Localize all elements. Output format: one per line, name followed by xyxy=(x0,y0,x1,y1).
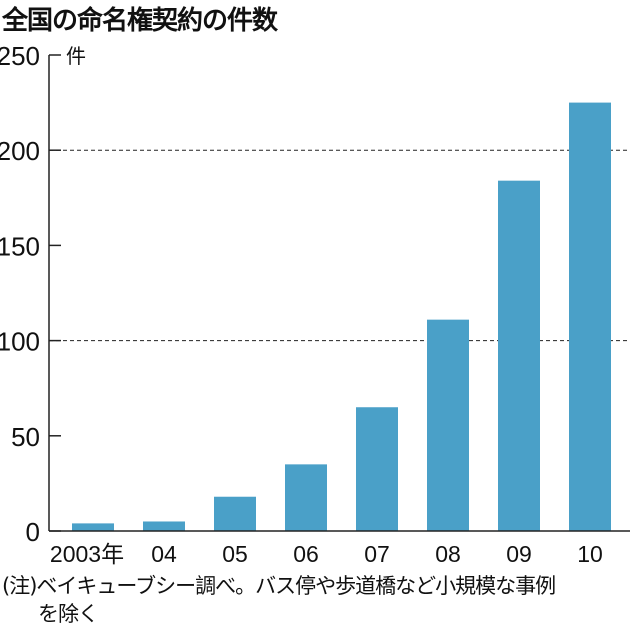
bar-09 xyxy=(498,180,540,531)
x-tick-label: 07 xyxy=(364,541,390,567)
x-tick-label: 10 xyxy=(577,541,603,567)
y-tick-label: 200 xyxy=(0,136,40,166)
chart-note: (注)ベイキューブシー調べ。バス停や歩道橋など小規模な事例 xyxy=(2,574,556,598)
x-tick-label: 2003年 xyxy=(50,541,124,567)
bar-10 xyxy=(569,102,611,531)
chart-note-continued: を除く xyxy=(38,602,99,626)
x-tick-label: 08 xyxy=(435,541,461,567)
chart-title: 全国の命名権契約の件数 xyxy=(2,6,278,36)
y-tick-label: 100 xyxy=(0,327,40,357)
y-tick-label: 0 xyxy=(26,517,40,547)
bar-2003年 xyxy=(72,523,114,531)
bar-08 xyxy=(427,319,469,531)
x-tick-label: 04 xyxy=(151,541,177,567)
bar-06 xyxy=(285,464,327,531)
y-tick-label: 50 xyxy=(11,422,40,452)
y-tick-label: 250 xyxy=(0,41,40,71)
y-unit-label: 件 xyxy=(66,45,86,68)
y-tick-label: 150 xyxy=(0,231,40,261)
bar-05 xyxy=(214,496,256,531)
bar-07 xyxy=(356,407,398,531)
x-tick-label: 09 xyxy=(506,541,532,567)
x-tick-label: 06 xyxy=(293,541,319,567)
bar-04 xyxy=(143,521,185,531)
x-tick-label: 05 xyxy=(222,541,248,567)
